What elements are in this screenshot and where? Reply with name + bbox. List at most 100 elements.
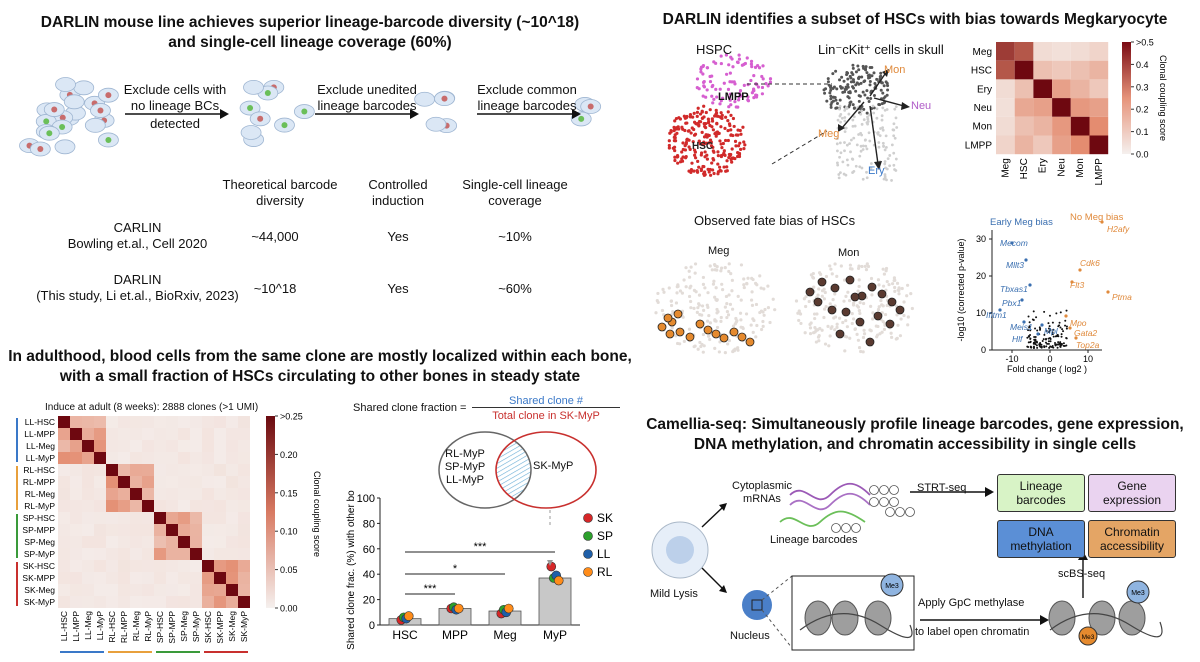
heatmap-cell — [1033, 98, 1053, 117]
heatmap-cell — [106, 440, 118, 452]
lmpp-point — [737, 98, 741, 102]
lin-point — [864, 65, 868, 69]
volcano-point — [1054, 343, 1057, 346]
heatmap-cell — [1014, 98, 1034, 117]
heatmap-cell — [238, 584, 250, 596]
hsc-point — [742, 147, 746, 151]
lin-light-point — [869, 166, 873, 170]
lin-point — [882, 84, 886, 88]
hsc-point — [710, 161, 714, 165]
polya-tails — [831, 485, 915, 533]
lin-light-point — [883, 176, 887, 180]
hsc-point — [688, 147, 692, 151]
heatmap-cell — [58, 428, 70, 440]
lin-point — [852, 80, 856, 84]
lin-point — [854, 89, 858, 93]
heatmap-cell — [238, 560, 250, 572]
volcano-early-label: Early Meg bias — [990, 217, 1053, 228]
heatmap-row-label: Mon — [973, 122, 992, 133]
bg-point — [905, 294, 909, 298]
bg-point — [705, 303, 709, 307]
colorbar-c-ticks: >0.25 0.20 0.15 0.10 0.05 0.00 — [275, 412, 303, 614]
lin-point — [852, 106, 856, 110]
heatmap-cell — [70, 560, 82, 572]
heatmap-col-label: LL-MPP — [71, 611, 81, 642]
hsc-point — [731, 116, 736, 121]
lin-point — [847, 91, 851, 95]
formula-numerator: Shared clone # — [472, 395, 620, 408]
volcano-highlight-point — [1040, 323, 1044, 327]
hsc-point — [702, 121, 706, 126]
lin-ckit-label: Lin⁻cKit⁺ cells in skull — [818, 42, 944, 57]
lin-point — [885, 93, 889, 97]
heatmap-cell — [58, 464, 70, 476]
volcano-point — [1043, 333, 1046, 336]
bg-point — [870, 293, 874, 297]
bg-point — [744, 312, 749, 316]
bg-point — [727, 269, 731, 274]
volcano-point — [1052, 335, 1055, 338]
lin-point — [829, 88, 833, 92]
colorbar-b-label: Clonal coupling score — [1158, 55, 1168, 141]
heatmap-cell — [58, 488, 70, 500]
volcano-point — [1047, 327, 1050, 330]
heatmap-cell — [118, 500, 130, 512]
heatmap-cell — [226, 584, 238, 596]
volcano-plot: -10 0 10 0 10 20 30 -log10 (corrected p-value)… — [956, 212, 1132, 374]
step1-label: Exclude cells with no lineage BCs — [123, 82, 227, 113]
hsc-point — [725, 159, 729, 163]
heatmap-cell — [178, 524, 190, 536]
heatmap-col-label: RL-MPP — [119, 611, 129, 643]
heatmap-col-label: HSC — [1019, 158, 1030, 179]
lin-light-point — [865, 170, 868, 174]
bg-point — [803, 331, 807, 335]
lin-light-point — [894, 157, 898, 161]
bar-xtick: MPP — [442, 628, 468, 642]
bg-point — [816, 293, 820, 297]
heatmap-cell — [238, 464, 250, 476]
lmpp-point — [742, 83, 746, 87]
bg-point — [703, 286, 707, 290]
lmpp-label: LMPP — [718, 91, 749, 103]
bar-ylabel: Shared clone frac. (%) with other bones — [346, 490, 357, 650]
lin-point — [878, 75, 882, 79]
hsc-fate-point — [850, 292, 860, 302]
heatmap-cell — [1052, 79, 1071, 99]
svg-text:Me3: Me3 — [1082, 634, 1095, 641]
significance-label: * — [453, 563, 458, 575]
panel-b-title: DARLIN identifies a subset of HSCs with … — [662, 11, 1168, 28]
lin-point — [826, 77, 830, 81]
hsc-point — [714, 114, 719, 118]
lin-light-point — [843, 119, 847, 123]
bg-point — [845, 335, 849, 339]
heatmap-cell — [202, 512, 214, 524]
heatmap-col-label: LL-HSC — [59, 611, 69, 641]
heatmap-cell — [154, 500, 166, 512]
heatmap-cell — [70, 464, 82, 476]
heatmap-cell — [106, 452, 118, 464]
volcano-point — [1059, 311, 1062, 314]
bg-point — [812, 312, 817, 316]
heatmap-cell — [190, 512, 202, 524]
hsc-label: HSC — [692, 141, 714, 152]
bg-point — [865, 262, 869, 266]
bg-point — [706, 334, 711, 338]
lin-light-point — [836, 149, 839, 153]
bg-point — [754, 281, 758, 285]
lin-light-point — [892, 134, 896, 138]
lin-light-point — [843, 126, 847, 130]
lin-light-point — [861, 148, 865, 151]
heatmap-cell — [238, 440, 250, 452]
lmpp-point — [720, 96, 725, 100]
hsc-point — [710, 117, 714, 121]
heatmap-cell — [106, 560, 118, 572]
heatmap-cell — [94, 488, 106, 500]
heatmap-cell — [154, 536, 166, 548]
heatmap-cell — [154, 512, 166, 524]
lin-point — [840, 75, 844, 79]
bg-point — [871, 317, 875, 321]
heatmap-cell — [142, 452, 154, 464]
hsc-point — [692, 111, 696, 115]
bg-point — [828, 264, 832, 268]
heatmap-cell — [238, 572, 250, 584]
